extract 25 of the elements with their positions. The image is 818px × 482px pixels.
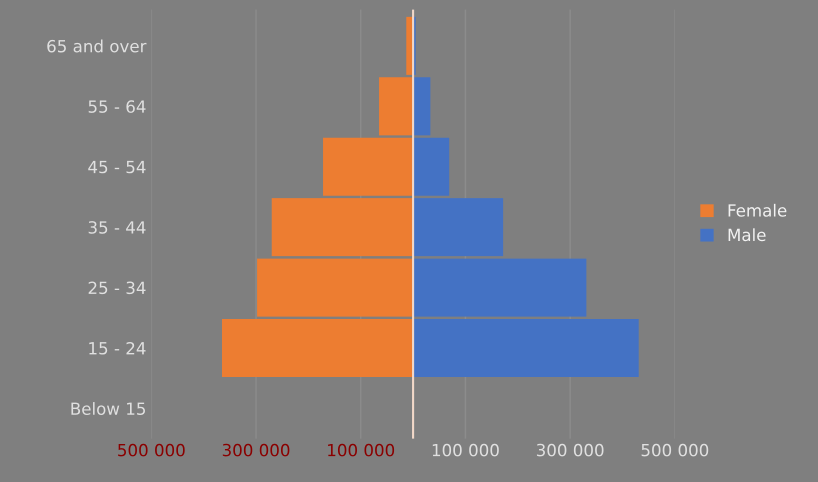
y-tick-label: 25 - 34	[88, 282, 146, 294]
x-tick-label: 100 000	[432, 444, 499, 456]
bar	[413, 138, 450, 196]
x-tick-label: 100 000	[328, 444, 394, 456]
legend-label: Male	[728, 228, 766, 242]
y-tick-label: 35 - 44	[88, 221, 146, 234]
bar	[413, 77, 430, 136]
x-tick-label: 300 000	[222, 444, 290, 456]
bar	[323, 138, 414, 196]
y-tick-label: Below 15	[71, 402, 146, 415]
bar	[413, 318, 639, 377]
bar	[413, 258, 586, 317]
bar	[413, 198, 504, 256]
y-tick-label: 55 - 64	[88, 100, 146, 113]
y-tick-label: 45 - 54	[88, 160, 146, 174]
x-tick-label: 300 000	[536, 444, 604, 456]
x-tick-label: 500 000	[642, 444, 708, 456]
x-tick-label: 500 000	[118, 444, 185, 456]
y-tick-label: 65 and over	[47, 40, 146, 52]
bar	[272, 198, 414, 256]
bar	[257, 258, 414, 317]
bar	[222, 318, 414, 377]
y-tick-label: 15 - 24	[89, 342, 146, 355]
bar	[379, 77, 414, 136]
legend-label: Female	[728, 204, 786, 217]
